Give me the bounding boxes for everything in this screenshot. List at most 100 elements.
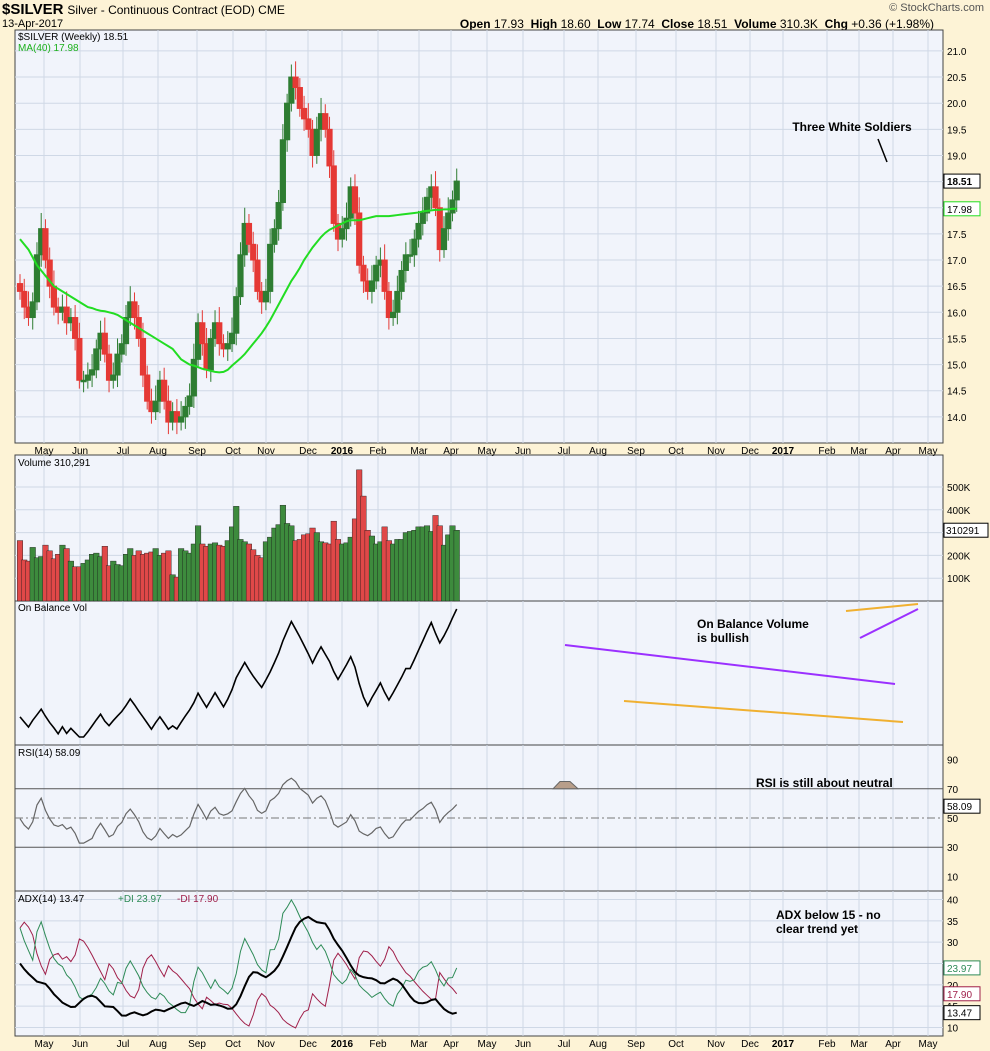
obv-annotation-line1: On Balance Volume bbox=[697, 617, 809, 631]
candle-body-18 bbox=[93, 348, 100, 371]
ma40-line bbox=[19, 207, 457, 374]
candle-body-88 bbox=[390, 311, 397, 319]
x-tick-top-11: Apr bbox=[443, 446, 459, 457]
adx-line bbox=[19, 915, 457, 1017]
adx-y-tick-5: 35 bbox=[947, 917, 959, 928]
volume-y-tick-3: 400K bbox=[947, 506, 971, 517]
x-tick-top-6: Nov bbox=[257, 446, 275, 457]
volume-y-tick-4: 500K bbox=[947, 483, 971, 494]
price-y-tick-5: 16.5 bbox=[947, 282, 967, 293]
mdi-last-tag bbox=[943, 986, 981, 1002]
rsi-y-tick-4: 90 bbox=[947, 756, 959, 767]
obv-legend: On Balance Vol bbox=[18, 603, 87, 614]
ma-value-tag bbox=[943, 201, 981, 217]
x-tick-top-19: Dec bbox=[741, 446, 759, 457]
candle-body-87 bbox=[385, 290, 392, 319]
adx-last-label: 13.47 bbox=[947, 1009, 972, 1020]
rsi-last-label: 58.09 bbox=[947, 802, 972, 813]
candle-body-96 bbox=[423, 196, 431, 214]
volume-legend: Volume 310,291 bbox=[18, 458, 91, 469]
candle-body-4 bbox=[33, 254, 41, 303]
x-tick-top-13: Jun bbox=[515, 446, 531, 457]
x-tick-bottom-5: Oct bbox=[225, 1039, 241, 1050]
candle-body-38 bbox=[178, 416, 185, 423]
candle-body-47 bbox=[216, 322, 223, 345]
candle-body-73 bbox=[326, 128, 333, 167]
three-white-soldiers-arrow bbox=[877, 138, 888, 163]
candle-body-58 bbox=[262, 290, 270, 303]
chart-symbol: $SILVER Silver - Continuous Contract (EOD… bbox=[2, 1, 285, 18]
last-price-tag bbox=[943, 173, 981, 189]
x-tick-top-7: Dec bbox=[299, 446, 317, 457]
price-y-tick-11: 19.5 bbox=[947, 125, 967, 136]
candle-body-34 bbox=[161, 379, 168, 402]
candle-body-61 bbox=[275, 202, 282, 230]
candle-body-76 bbox=[339, 228, 346, 240]
x-tick-top-24: May bbox=[919, 446, 938, 457]
candle-body-63 bbox=[284, 102, 291, 141]
rsi-last-tag bbox=[943, 798, 981, 814]
x-tick-bottom-0: May bbox=[35, 1039, 54, 1050]
x-tick-bottom-17: Oct bbox=[668, 1039, 684, 1050]
price-y-tick-1: 14.5 bbox=[947, 387, 967, 398]
x-tick-bottom-21: Feb bbox=[818, 1039, 836, 1050]
x-tick-top-15: Aug bbox=[589, 446, 607, 457]
candle-body-29 bbox=[139, 337, 147, 376]
x-tick-bottom-23: Apr bbox=[885, 1039, 901, 1050]
plus-di-line bbox=[19, 898, 458, 1014]
x-tick-top-21: Feb bbox=[818, 446, 836, 457]
candle-body-7 bbox=[46, 259, 53, 287]
x-tick-bottom-16: Sep bbox=[627, 1039, 645, 1050]
candle-body-94 bbox=[415, 222, 422, 240]
candle-body-55 bbox=[250, 243, 257, 261]
rsi-y-tick-3: 70 bbox=[947, 785, 959, 796]
x-tick-top-10: Mar bbox=[410, 446, 428, 457]
price-legend-silver: $SILVER (Weekly) 18.51 bbox=[18, 32, 129, 43]
ohlc-readout: Open 17.93 High 18.60 Low 17.74 Close 18… bbox=[459, 17, 934, 31]
x-tick-bottom-3: Aug bbox=[149, 1039, 167, 1050]
x-tick-bottom-19: Dec bbox=[741, 1039, 759, 1050]
candle-body-98 bbox=[432, 186, 439, 209]
adx-annotation-line2: clear trend yet bbox=[776, 922, 858, 936]
candle-body-41 bbox=[190, 358, 197, 397]
candle-body-93 bbox=[411, 238, 418, 256]
price-y-tick-14: 21.0 bbox=[947, 47, 967, 58]
candle-body-89 bbox=[394, 290, 401, 313]
candle-body-101 bbox=[445, 212, 452, 230]
candle-body-102 bbox=[449, 199, 456, 214]
candle-body-70 bbox=[313, 128, 320, 156]
adx-y-tick-0: 10 bbox=[947, 1023, 959, 1034]
candle-body-86 bbox=[381, 259, 388, 292]
chart-date: 13-Apr-2017 bbox=[2, 18, 64, 30]
candle-body-32 bbox=[152, 400, 159, 413]
last-price-label: 18.51 bbox=[947, 177, 972, 188]
candle-body-72 bbox=[322, 113, 329, 130]
minus-di-line bbox=[19, 921, 458, 1029]
rsi-annotation: RSI is still about neutral bbox=[756, 776, 893, 790]
candle-body-11 bbox=[63, 306, 70, 324]
candle-body-65 bbox=[292, 76, 299, 89]
volume-y-tick-0: 100K bbox=[947, 574, 971, 585]
volume-last-label: 310291 bbox=[946, 526, 980, 537]
rsi-y-tick-2: 50 bbox=[947, 814, 959, 825]
candle-body-83 bbox=[368, 280, 376, 292]
candle-body-81 bbox=[360, 264, 367, 282]
x-tick-top-12: May bbox=[478, 446, 497, 457]
x-tick-bottom-1: Jun bbox=[72, 1039, 88, 1050]
volume-bar-103 bbox=[453, 530, 460, 602]
candle-body-22 bbox=[110, 374, 117, 381]
panel-2-frame bbox=[14, 600, 944, 746]
rsi-y-tick-1: 30 bbox=[947, 843, 959, 854]
candle-body-62 bbox=[279, 139, 286, 204]
candle-body-20 bbox=[101, 332, 108, 355]
candle-body-24 bbox=[118, 343, 125, 355]
x-tick-top-3: Aug bbox=[149, 446, 167, 457]
candle-body-40 bbox=[186, 395, 193, 407]
candle-body-95 bbox=[419, 212, 426, 224]
rsi-y-tick-0: 10 bbox=[947, 872, 959, 883]
three-white-soldiers-annotation: Three White Soldiers bbox=[792, 120, 912, 134]
rsi-line bbox=[19, 777, 458, 844]
volume-last-tag bbox=[943, 522, 989, 538]
x-tick-top-5: Oct bbox=[225, 446, 241, 457]
